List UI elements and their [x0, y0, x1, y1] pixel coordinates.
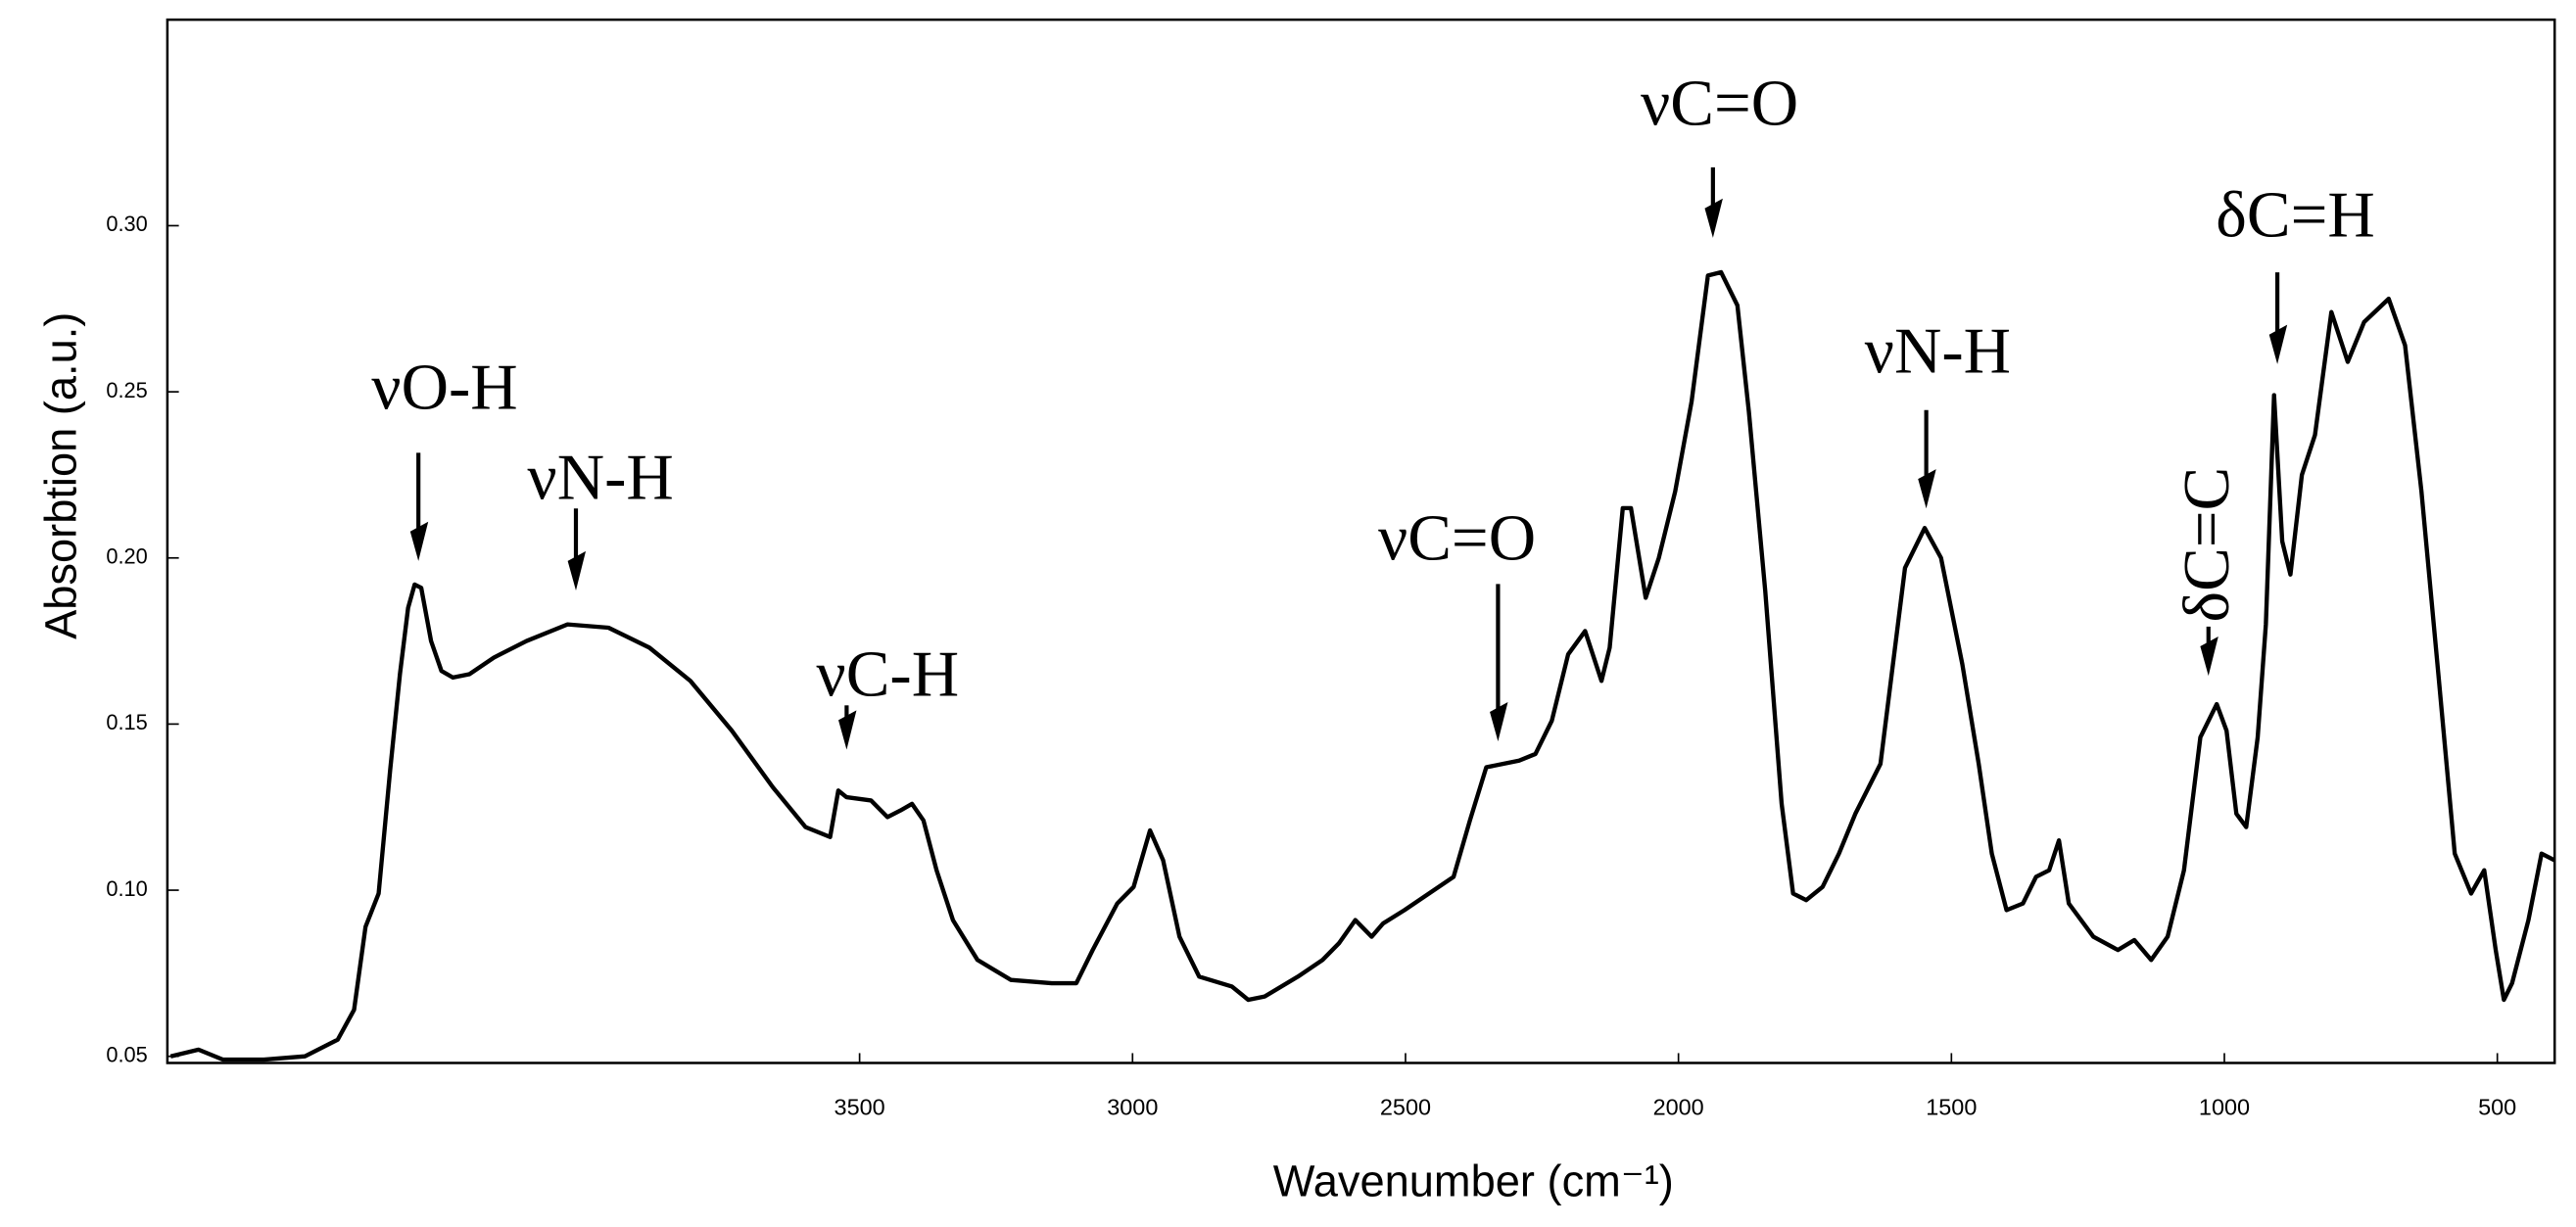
- plot-frame: [166, 18, 2556, 1064]
- x-tick-label: 2000: [1653, 1095, 1704, 1120]
- y-tick-label: 0.30: [106, 212, 147, 236]
- y-tick-label: 0.15: [106, 710, 147, 734]
- y-axis-label: Absorbtion (a.u.): [35, 312, 85, 639]
- annotation: νC-H: [816, 638, 959, 711]
- x-tick-label: 2500: [1380, 1095, 1431, 1120]
- annotation: νO-H: [371, 351, 517, 423]
- annotation-arrowhead: [2200, 636, 2218, 677]
- spectrum-line: [169, 269, 2556, 1062]
- annotation: νN-H: [527, 442, 673, 514]
- y-tick-label: 0.25: [106, 378, 147, 402]
- annotation: νN-H: [1865, 315, 2011, 388]
- annotation-arrowhead: [838, 710, 857, 750]
- annotation-arrowhead: [1918, 469, 1936, 509]
- annotation: δC=C: [2171, 467, 2243, 623]
- y-tick-label: 0.05: [106, 1042, 147, 1066]
- x-tick-label: 1000: [2199, 1095, 2250, 1120]
- annotation-arrowhead: [2268, 324, 2288, 364]
- annotation: δC=H: [2216, 179, 2374, 252]
- annotation: νC=O: [1378, 502, 1536, 575]
- y-tick-label: 0.20: [106, 544, 147, 569]
- x-tick-label: 3500: [835, 1095, 885, 1120]
- x-tick-label: 3000: [1107, 1095, 1158, 1120]
- x-tick-label: 500: [2478, 1095, 2516, 1120]
- annotation-arrowhead: [1490, 701, 1508, 742]
- x-tick-label: 1500: [1926, 1095, 1977, 1120]
- annotation-arrowhead: [409, 521, 429, 561]
- x-axis-label: Wavenumber (cm⁻¹): [1273, 1156, 1674, 1205]
- annotation-arrowhead: [1704, 198, 1723, 238]
- annotation: νC=O: [1641, 68, 1798, 140]
- y-tick-label: 0.10: [106, 876, 147, 901]
- annotation-arrowhead: [567, 550, 587, 591]
